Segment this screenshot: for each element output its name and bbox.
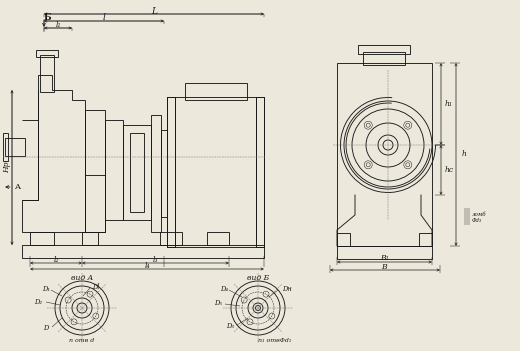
Bar xyxy=(82,232,98,245)
Text: B₁: B₁ xyxy=(380,254,388,262)
Text: hс: hс xyxy=(445,166,453,174)
Bar xyxy=(167,97,264,247)
Text: D₃: D₃ xyxy=(226,322,234,330)
Bar xyxy=(30,232,54,245)
Bar xyxy=(167,97,175,247)
Text: h₁: h₁ xyxy=(445,100,453,108)
Bar xyxy=(85,175,105,232)
Text: ломб: ломб xyxy=(472,212,487,218)
Text: n отв d: n отв d xyxy=(69,338,95,344)
Text: B: B xyxy=(381,263,387,271)
Text: вид Б: вид Б xyxy=(247,274,269,282)
Bar xyxy=(40,55,54,92)
Text: D₅: D₅ xyxy=(214,299,222,307)
Bar xyxy=(358,45,410,54)
Bar xyxy=(85,110,105,232)
Text: D: D xyxy=(43,324,48,332)
Text: l₁: l₁ xyxy=(55,21,61,29)
Bar xyxy=(22,245,264,258)
Text: h: h xyxy=(462,150,466,158)
Text: l₂: l₂ xyxy=(53,256,59,264)
Bar xyxy=(151,115,161,232)
Text: l₄: l₄ xyxy=(144,262,150,270)
Text: n₁ отвΦd₁: n₁ отвΦd₁ xyxy=(258,338,292,344)
Bar xyxy=(160,232,182,245)
Bar xyxy=(256,97,264,247)
Text: Hр: Hр xyxy=(3,161,11,173)
Bar xyxy=(419,233,432,246)
Text: A: A xyxy=(14,183,20,191)
Text: D₂: D₂ xyxy=(34,298,42,306)
Bar xyxy=(5,138,25,156)
Bar xyxy=(185,83,247,100)
Bar xyxy=(3,133,8,161)
Bar xyxy=(207,232,229,245)
Text: L: L xyxy=(151,7,157,15)
Bar xyxy=(161,130,167,217)
Text: Б: Б xyxy=(43,13,51,21)
Text: Dl: Dl xyxy=(92,283,99,291)
Bar xyxy=(337,63,432,246)
Bar xyxy=(105,120,123,220)
Bar xyxy=(123,125,151,220)
Text: Dн: Dн xyxy=(282,285,292,293)
Text: D₁: D₁ xyxy=(42,285,50,293)
Text: D₄: D₄ xyxy=(220,285,228,293)
Bar xyxy=(337,233,350,246)
Text: вид A: вид A xyxy=(71,274,93,282)
Text: Φd₃: Φd₃ xyxy=(472,219,482,224)
Bar xyxy=(130,133,144,212)
Text: l: l xyxy=(102,13,106,22)
Bar xyxy=(36,50,58,57)
Text: l₃: l₃ xyxy=(152,256,158,264)
Bar xyxy=(337,246,432,259)
Bar xyxy=(363,52,405,65)
